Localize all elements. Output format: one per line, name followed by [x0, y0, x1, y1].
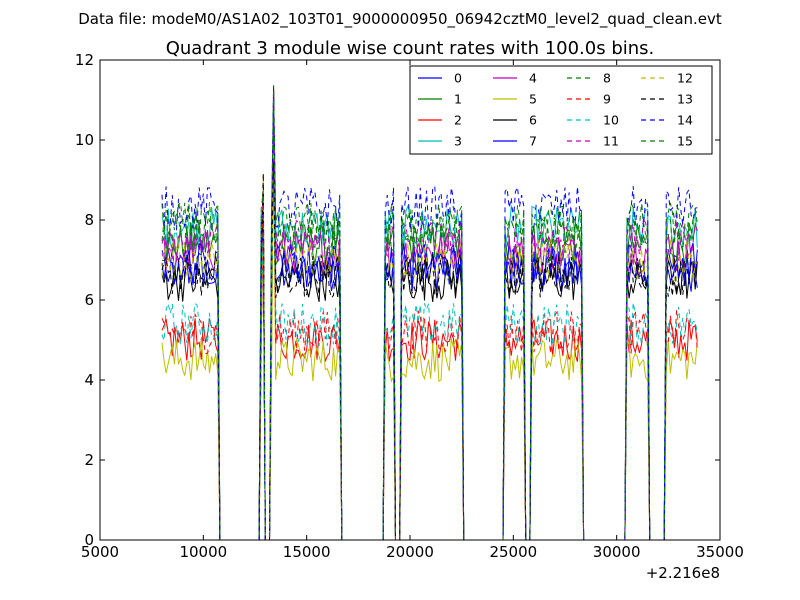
legend-label-7: 7: [529, 134, 537, 149]
legend-label-2: 2: [454, 113, 462, 128]
x-tick-label: 15000: [283, 543, 331, 561]
chart-title: Quadrant 3 module wise count rates with …: [166, 38, 655, 59]
legend-label-5: 5: [529, 92, 537, 107]
y-tick-label: 10: [75, 131, 94, 149]
x-tick-label: 35000: [696, 543, 744, 561]
legend-label-3: 3: [454, 134, 462, 149]
legend-label-15: 15: [677, 134, 693, 149]
y-tick-label: 6: [84, 291, 94, 309]
series-line-8: [161, 128, 698, 540]
x-offset-label: +2.216e8: [646, 564, 720, 582]
series-line-14: [161, 85, 698, 540]
series-line-6: [161, 88, 698, 540]
legend-frame: [409, 65, 713, 155]
y-tick-label: 4: [84, 371, 94, 389]
series-line-7: [161, 164, 698, 540]
y-tick-label: 2: [84, 451, 94, 469]
series-line-11: [161, 90, 698, 540]
series-line-5: [161, 151, 698, 540]
y-tick-label: 12: [75, 51, 94, 69]
y-tick-label: 8: [84, 211, 94, 229]
series-line-2: [161, 96, 698, 540]
series-line-0: [161, 151, 698, 540]
legend-label-6: 6: [529, 113, 537, 128]
series-line-9: [161, 127, 698, 540]
legend-label-11: 11: [603, 134, 619, 149]
legend-label-14: 14: [677, 113, 693, 128]
series-line-13: [161, 161, 698, 540]
legend-label-9: 9: [603, 92, 611, 107]
series-line-4: [161, 135, 698, 540]
legend-label-4: 4: [529, 71, 537, 86]
legend-label-1: 1: [454, 92, 462, 107]
legend-label-12: 12: [677, 71, 693, 86]
series-line-10: [161, 162, 698, 540]
legend-label-10: 10: [603, 113, 619, 128]
figure-suptitle: Data file: modeM0/AS1A02_103T01_90000009…: [78, 10, 722, 29]
x-tick-label: 10000: [179, 543, 227, 561]
series-line-3: [161, 129, 698, 540]
x-tick-label: 25000: [489, 543, 537, 561]
y-tick-label: 0: [84, 531, 94, 549]
legend-label-13: 13: [677, 92, 693, 107]
series-line-12: [161, 155, 698, 540]
x-tick-label: 20000: [386, 543, 434, 561]
legend-label-0: 0: [454, 71, 462, 86]
x-tick-label: 5000: [81, 543, 119, 561]
series-layer: [161, 85, 698, 540]
legend-label-8: 8: [603, 71, 611, 86]
x-tick-label: 30000: [593, 543, 641, 561]
axis-ticks: 5000 10000 15000 20000 25000 30000 35000 0 2 4 6 8 1…: [75, 51, 744, 561]
